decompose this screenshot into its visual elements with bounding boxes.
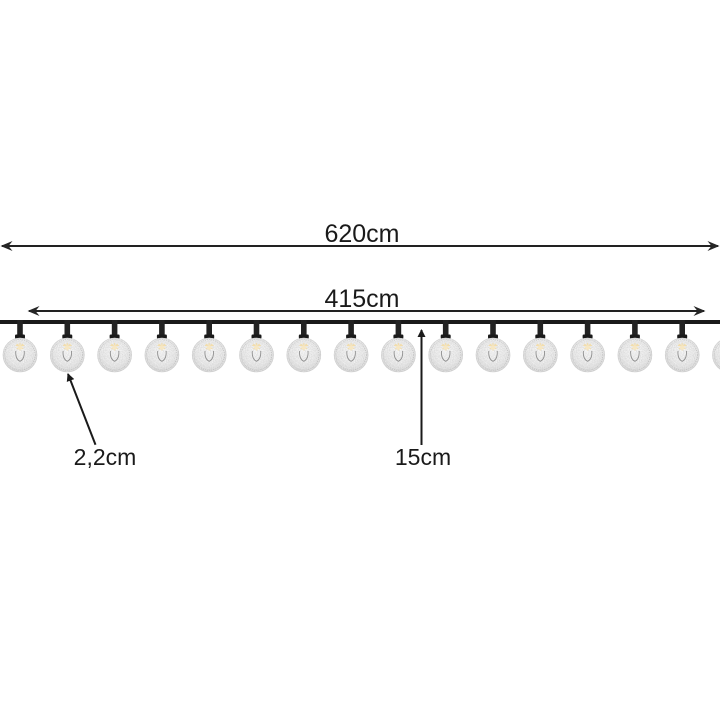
svg-text:2,2cm: 2,2cm: [74, 444, 137, 470]
svg-text:15cm: 15cm: [395, 444, 451, 470]
svg-text:620cm: 620cm: [324, 220, 399, 248]
svg-text:415cm: 415cm: [324, 285, 399, 313]
